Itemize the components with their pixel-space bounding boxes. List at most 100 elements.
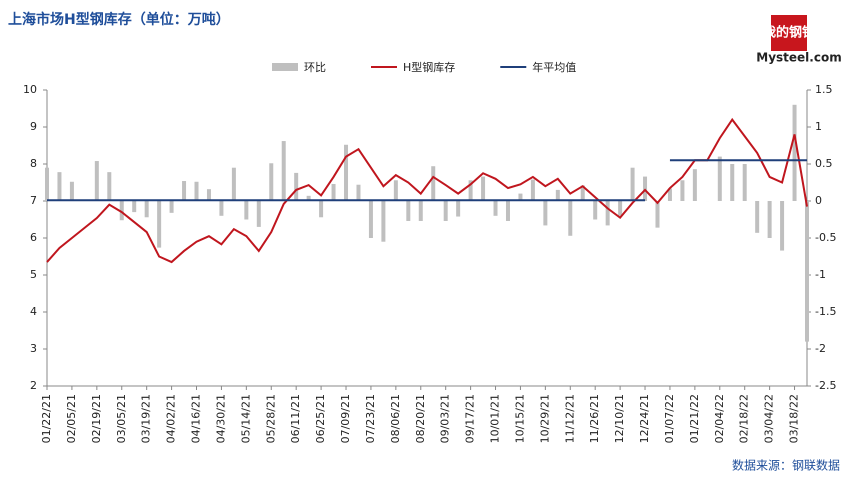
bar (294, 173, 298, 201)
x-tick-label: 10/29/21 (538, 394, 551, 443)
y-tick-label: 2 (30, 379, 37, 392)
bar (718, 157, 722, 201)
bar (693, 169, 697, 201)
x-tick-label: 07/23/21 (364, 394, 377, 443)
x-tick-label: 11/26/21 (588, 394, 601, 443)
bar (394, 180, 398, 201)
x-tick-label: 03/05/21 (115, 394, 128, 443)
y2-tick-label: -0.5 (815, 231, 836, 244)
x-tick-label: 09/03/21 (439, 394, 452, 443)
x-tick-label: 05/28/21 (264, 394, 277, 443)
bar (219, 201, 223, 216)
x-tick-label: 12/10/21 (613, 394, 626, 443)
bar (182, 181, 186, 201)
x-tick-label: 08/06/21 (389, 394, 402, 443)
logo: 我的钢铁 (763, 25, 815, 41)
source: 数据来源：钢联数据 (732, 458, 840, 473)
x-tick-label: 03/19/21 (140, 394, 153, 443)
bar (793, 105, 797, 201)
bar (132, 201, 136, 212)
bar (481, 177, 485, 201)
bar (332, 184, 336, 201)
bar (743, 164, 747, 201)
bar (107, 172, 111, 201)
bar (655, 201, 659, 228)
bar (344, 145, 348, 201)
x-tick-label: 04/02/21 (165, 394, 178, 443)
y-tick-label: 10 (23, 83, 37, 96)
bar (506, 201, 510, 221)
y-tick-label: 3 (30, 342, 37, 355)
legend-label: 年平均值 (532, 60, 576, 74)
bar (780, 201, 784, 251)
x-tick-label: 10/01/21 (489, 394, 502, 443)
x-tick-label: 05/14/21 (239, 394, 252, 443)
x-tick-label: 01/22/21 (40, 394, 53, 443)
x-tick-label: 04/16/21 (190, 394, 203, 443)
bar (381, 201, 385, 242)
x-tick-label: 09/17/21 (464, 394, 477, 443)
bar (606, 201, 610, 225)
x-tick-label: 01/21/22 (688, 394, 701, 443)
bar (444, 201, 448, 221)
x-tick-label: 03/18/22 (788, 394, 801, 443)
x-tick-label: 12/24/21 (638, 394, 651, 443)
y2-tick-label: 1 (815, 120, 822, 133)
y-tick-label: 7 (30, 194, 37, 207)
x-tick-label: 08/20/21 (414, 394, 427, 443)
y2-tick-label: 1.5 (815, 83, 833, 96)
y-tick-label: 9 (30, 120, 37, 133)
bar (680, 180, 684, 201)
legend-swatch (272, 63, 298, 71)
y2-tick-label: -2.5 (815, 379, 836, 392)
x-tick-label: 06/11/21 (289, 394, 302, 443)
x-tick-label: 01/07/22 (663, 394, 676, 443)
x-tick-label: 02/05/21 (65, 394, 78, 443)
bar (145, 201, 149, 217)
bar (57, 172, 61, 201)
logo-sub: Mysteel.com (756, 51, 841, 65)
bar (70, 182, 74, 201)
y2-tick-label: 0.5 (815, 157, 833, 170)
x-tick-label: 03/04/22 (763, 394, 776, 443)
x-tick-label: 02/18/22 (738, 394, 751, 443)
chart-title: 上海市场H型钢库存（单位：万吨） (8, 11, 230, 28)
y2-tick-label: -2 (815, 342, 826, 355)
bar (269, 163, 273, 201)
y-tick-label: 5 (30, 268, 37, 281)
x-tick-label: 07/09/21 (339, 394, 352, 443)
bar (195, 182, 199, 201)
x-tick-label: 04/30/21 (214, 394, 227, 443)
y-tick-label: 8 (30, 157, 37, 170)
bar (593, 201, 597, 220)
x-tick-label: 10/15/21 (513, 394, 526, 443)
bar (494, 201, 498, 216)
y-tick-label: 4 (30, 305, 37, 318)
y2-tick-label: -1.5 (815, 305, 836, 318)
bar (170, 201, 174, 213)
bar (244, 201, 248, 220)
bar (232, 168, 236, 201)
bar (431, 166, 435, 201)
bar (456, 201, 460, 217)
x-tick-label: 06/25/21 (314, 394, 327, 443)
x-tick-label: 02/19/21 (90, 394, 103, 443)
bar (257, 201, 261, 227)
bar (282, 141, 286, 201)
bar (319, 201, 323, 217)
bar (768, 201, 772, 238)
bar (805, 201, 809, 342)
bar (568, 201, 572, 236)
bar (618, 201, 622, 216)
bar (356, 185, 360, 201)
legend-label: H型钢库存 (403, 60, 455, 74)
bar (755, 201, 759, 233)
y-tick-label: 6 (30, 231, 37, 244)
y2-tick-label: 0 (815, 194, 822, 207)
bar (95, 161, 99, 201)
y2-tick-label: -1 (815, 268, 826, 281)
bar (419, 201, 423, 221)
bar (369, 201, 373, 238)
bar (631, 168, 635, 201)
